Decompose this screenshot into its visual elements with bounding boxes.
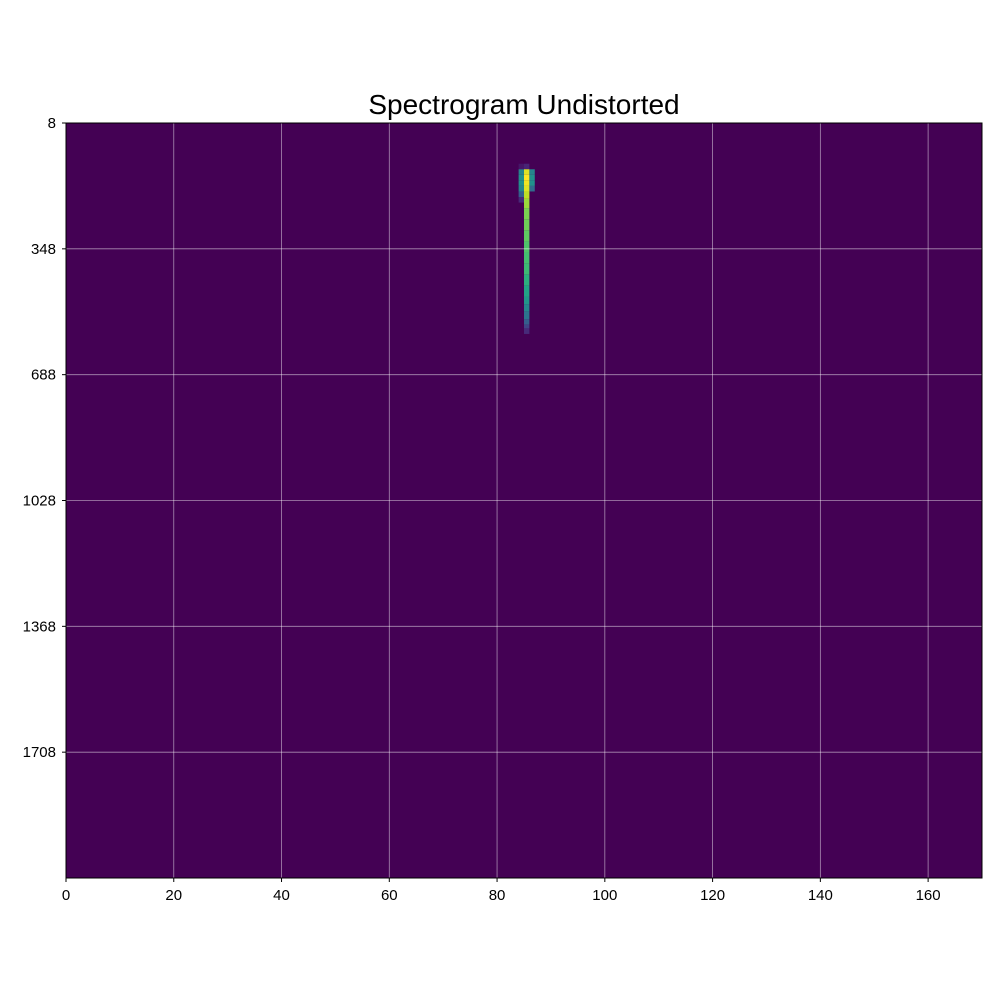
x-tick-label: 140 bbox=[808, 887, 833, 904]
heatmap-cell bbox=[518, 191, 524, 198]
heatmap-cell bbox=[529, 185, 535, 192]
heatmap-cell bbox=[524, 180, 530, 186]
heatmap-cell bbox=[524, 311, 530, 320]
heatmap-cell bbox=[524, 163, 530, 170]
x-tick-label: 160 bbox=[916, 887, 941, 904]
heatmap-cell bbox=[524, 219, 530, 231]
heatmap-cell bbox=[524, 319, 530, 325]
heatmap-cell bbox=[529, 174, 535, 181]
heatmap-cell bbox=[524, 324, 530, 329]
x-tick-label: 100 bbox=[592, 887, 617, 904]
heatmap-cell bbox=[524, 185, 530, 192]
heatmap-cell bbox=[524, 174, 530, 181]
x-axis: 0 20 40 60 80 100 120 140 160 bbox=[62, 878, 941, 904]
y-tick-label: 1028 bbox=[23, 493, 56, 510]
x-tick-label: 80 bbox=[489, 887, 506, 904]
y-axis: 8 348 688 1028 1368 1708 bbox=[23, 115, 66, 761]
heatmap-cell bbox=[524, 296, 530, 305]
x-tick-label: 40 bbox=[273, 887, 290, 904]
heatmap-cell bbox=[524, 304, 530, 312]
x-tick-label: 60 bbox=[381, 887, 398, 904]
x-tick-label: 0 bbox=[62, 887, 70, 904]
y-tick-label: 688 bbox=[31, 367, 56, 384]
heatmap-cell bbox=[524, 169, 530, 175]
heatmap-cell bbox=[518, 197, 524, 203]
x-tick-label: 20 bbox=[165, 887, 182, 904]
heatmap-cell bbox=[524, 198, 530, 209]
heatmap-cell bbox=[524, 252, 530, 264]
heatmap-cell bbox=[518, 185, 524, 192]
heatmap-cell bbox=[518, 163, 524, 170]
heatmap-cell bbox=[524, 230, 530, 242]
heatmap-cell bbox=[518, 169, 524, 175]
heatmap-cell bbox=[524, 274, 530, 286]
heatmap-cell bbox=[524, 285, 530, 297]
heatmap-cell bbox=[524, 208, 530, 220]
y-tick-label: 1368 bbox=[23, 618, 56, 635]
x-tick-label: 120 bbox=[700, 887, 725, 904]
chart-title: Spectrogram Undistorted bbox=[368, 89, 679, 120]
y-tick-label: 1708 bbox=[23, 744, 56, 761]
heatmap-cells bbox=[518, 163, 535, 334]
heatmap-cell bbox=[518, 180, 524, 186]
heatmap-cell bbox=[524, 328, 530, 334]
y-tick-label: 8 bbox=[48, 115, 56, 132]
heatmap-cell bbox=[524, 241, 530, 253]
heatmap-cell bbox=[529, 169, 535, 175]
heatmap-cell bbox=[524, 263, 530, 275]
heatmap-cell bbox=[529, 180, 535, 186]
heatmap-cell bbox=[524, 191, 530, 199]
y-tick-label: 348 bbox=[31, 241, 56, 258]
heatmap-cell bbox=[518, 174, 524, 181]
